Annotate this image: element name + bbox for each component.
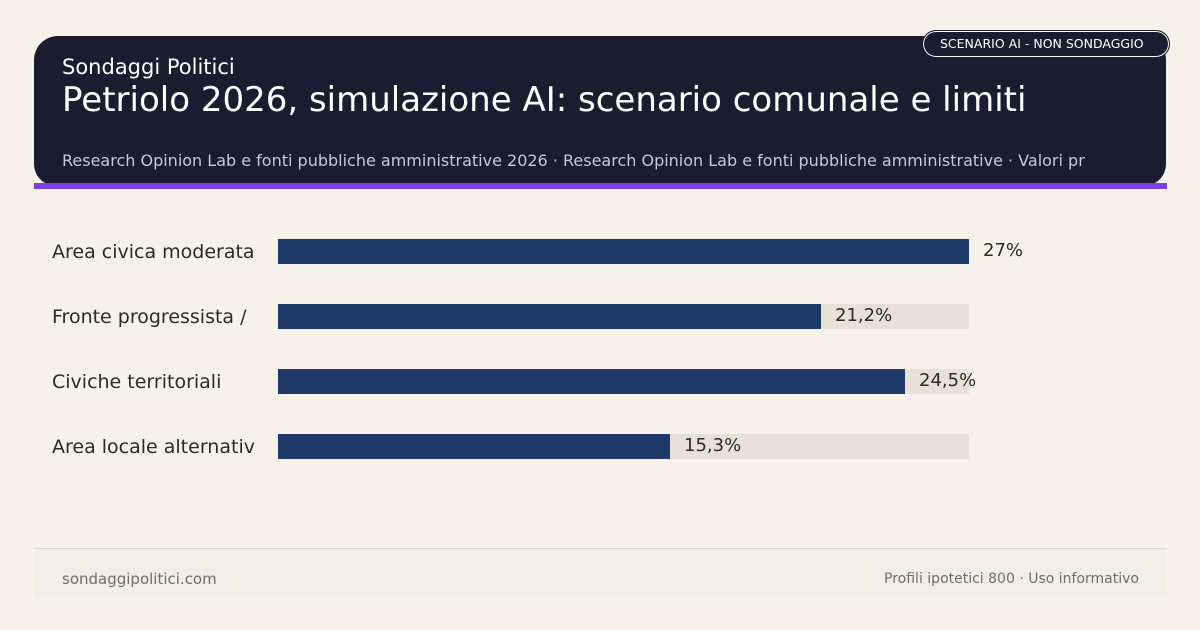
value-label: 24,5%: [919, 370, 977, 391]
bar-chart: Area civica moderata 27% Fronte progressis…: [52, 239, 1024, 459]
bar: [278, 434, 670, 459]
header-panel: Sondaggi Politici Petriolo 2026, simulaz…: [34, 36, 1166, 186]
value-label: 21,2%: [835, 305, 893, 326]
bar-track: [278, 434, 969, 459]
scenario-badge: SCENARIO AI - NON SONDAGGIO: [922, 30, 1170, 58]
value-label: 27%: [983, 240, 1024, 261]
accent-divider: [34, 183, 1167, 189]
category-label: Civiche territoriali: [52, 371, 222, 393]
bar: [278, 369, 905, 394]
footer-note: Profili ipotetici 800 · Uso informativo: [884, 571, 1139, 587]
page-title: Petriolo 2026, simulazione AI: scenario …: [62, 80, 1027, 120]
category-label: Area locale alternativ: [52, 436, 255, 458]
bar-track: [278, 304, 969, 329]
footer: sondaggipolitici.com Profili ipotetici 8…: [34, 548, 1167, 597]
bar-track: [278, 239, 969, 264]
bar: [278, 304, 821, 329]
category-label: Area civica moderata: [52, 241, 255, 263]
category-label: Fronte progressista /: [52, 306, 247, 328]
value-label: 15,3%: [684, 435, 742, 456]
brand-name: Sondaggi Politici: [62, 55, 235, 79]
footer-site-link[interactable]: sondaggipolitici.com: [62, 570, 217, 588]
bar-track: [278, 369, 969, 394]
source-note: Research Opinion Lab e fonti pubbliche a…: [62, 151, 1085, 170]
bar: [278, 239, 969, 264]
